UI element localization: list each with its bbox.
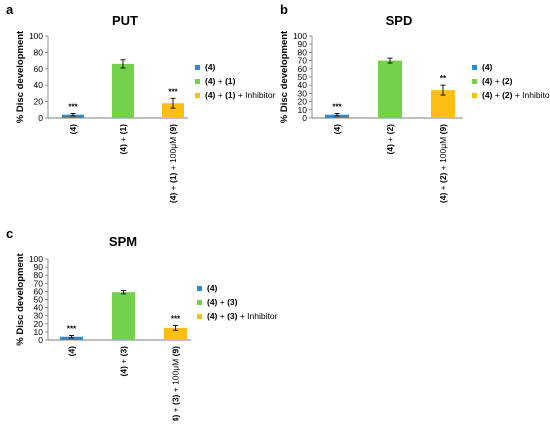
panel-c-category-label: (4) + (3) + 100μM (9): [171, 346, 181, 421]
panel-b-ytick-label: 10: [298, 105, 308, 115]
panel-c-significance: ***: [67, 325, 77, 334]
panel-b-legend-entry: (4) + (2) + Inhibitor: [482, 90, 550, 100]
panel-a-ytick-label: 80: [34, 47, 44, 57]
panel-c-legend-swatch: [197, 314, 202, 319]
panel-a-legend-swatch: [195, 65, 200, 70]
panel-c-bar: [164, 327, 187, 340]
panel-a-significance: ***: [68, 102, 78, 111]
panel-c-bar: [112, 292, 135, 340]
panel-b-bar: [378, 60, 402, 118]
panel-a-bar: [162, 103, 184, 118]
panel-b-significance: ***: [332, 102, 342, 111]
panel-c-ytick-label: 50: [34, 295, 44, 305]
panel-c-legend-swatch: [197, 300, 202, 305]
panel-a-category-label: (4) + (1) + 100μM (9): [168, 124, 178, 203]
panel-b-significance: **: [440, 74, 447, 83]
panel-a-category-label: (4): [68, 124, 78, 135]
panel-a-legend-entry: (4) + (1): [205, 76, 236, 86]
panel-a-bar: [112, 63, 134, 118]
panel-a-category-label: (4) + (1): [118, 124, 128, 155]
panel-b-category-label: (4): [332, 124, 342, 135]
panel-b-ytick-label: 50: [298, 72, 308, 82]
panel-c-ytick-label: 30: [34, 311, 44, 321]
panel-a-title: PUT: [112, 13, 138, 28]
panel-b-legend-swatch: [472, 65, 477, 70]
panel-a-legend-swatch: [195, 93, 200, 98]
panel-b-ytick-label: 70: [298, 56, 308, 66]
panel-a-legend-swatch: [195, 79, 200, 84]
panel-a-ylabel: % Disc development: [15, 30, 26, 123]
panel-b-legend-entry: (4): [482, 62, 493, 72]
panel-b-ytick-label: 60: [298, 64, 308, 74]
panel-c-category-label: (4): [67, 346, 77, 357]
panel-b-legend-swatch: [472, 79, 477, 84]
panel-c-ytick-label: 70: [34, 278, 44, 288]
panel-a-legend-entry: (4) + (1) + Inhibitor: [205, 90, 276, 100]
panel-b-ytick-label: 40: [298, 80, 308, 90]
panel-c-title: SPM: [109, 234, 137, 249]
panel-c-ylabel: % Disc development: [15, 252, 26, 345]
panel-b-category-label: (4) + (2): [385, 124, 395, 155]
panel-b-ytick-label: 90: [298, 39, 308, 49]
panel-a-ytick-label: 0: [38, 113, 43, 123]
panel-a-letter: a: [6, 2, 14, 17]
panel-b-category-label: (4) + (2) + 100μM (9): [438, 124, 448, 203]
panel-c-legend-entry: (4) + (3) + Inhibitor: [207, 311, 278, 321]
panel-c-legend-entry: (4) + (3): [207, 297, 238, 307]
panel-b-ytick-label: 0: [302, 113, 307, 123]
panel-c-legend-swatch: [197, 286, 202, 291]
panel-b-ylabel: % Disc development: [279, 30, 290, 123]
panel-a-ytick-label: 100: [29, 31, 43, 41]
panel-c-ytick-label: 40: [34, 303, 44, 313]
panel-a-significance: ***: [168, 87, 178, 96]
panel-c-ytick-label: 10: [34, 327, 44, 337]
panel-b-ytick-label: 30: [298, 88, 308, 98]
panel-c-ytick-label: 90: [34, 262, 44, 272]
panel-a-ytick-label: 40: [34, 80, 44, 90]
panel-c-category-label: (4) + (3): [119, 346, 129, 377]
panel-c-ytick-label: 80: [34, 270, 44, 280]
panel-c-legend-entry: (4): [207, 283, 218, 293]
panel-b-ytick-label: 80: [298, 47, 308, 57]
panel-c-significance: ***: [171, 314, 181, 323]
panel-b-legend-swatch: [472, 93, 477, 98]
panel-a-ytick-label: 20: [34, 97, 44, 107]
panel-a-ytick-label: 60: [34, 64, 44, 74]
panel-c-ytick-label: 100: [29, 254, 43, 264]
panel-c-letter: c: [6, 226, 13, 241]
panel-b-ytick-label: 20: [298, 97, 308, 107]
panel-b-ytick-label: 100: [293, 31, 307, 41]
panel-a-legend-entry: (4): [205, 62, 216, 72]
panel-c-ytick-label: 0: [38, 335, 43, 345]
panel-b-title: SPD: [386, 13, 413, 28]
panel-c-ytick-label: 20: [34, 319, 44, 329]
panel-b-legend-entry: (4) + (2): [482, 76, 513, 86]
panel-c-ytick-label: 60: [34, 286, 44, 296]
panel-b-letter: b: [280, 2, 288, 17]
